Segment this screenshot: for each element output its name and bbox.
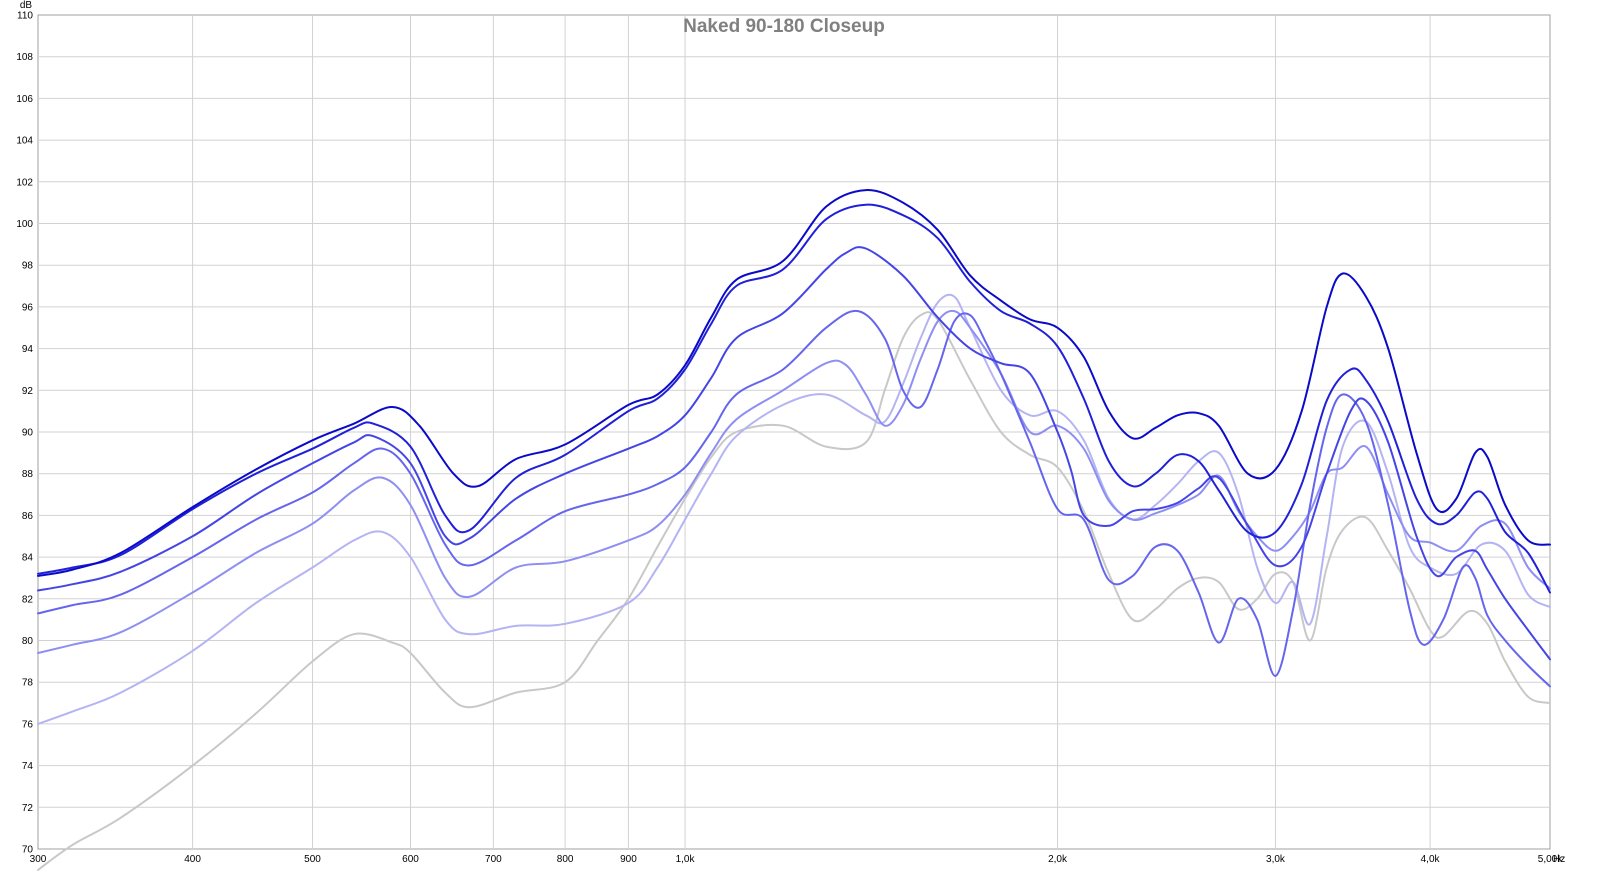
y-tick-label: 70 xyxy=(22,845,34,856)
x-tick-label: 5,00k xyxy=(1538,854,1563,865)
chart-title: Naked 90-180 Closeup xyxy=(683,16,885,37)
y-axis-unit-label: dB xyxy=(20,0,33,11)
series-line-1 xyxy=(37,189,1551,577)
y-tick-label: 108 xyxy=(16,52,33,63)
y-tick-label: 90 xyxy=(22,428,34,439)
y-tick-label: 78 xyxy=(22,678,34,689)
x-tick-label: 1,0k xyxy=(676,854,696,865)
y-tick-label: 98 xyxy=(22,261,34,272)
y-tick-label: 102 xyxy=(16,177,33,188)
x-tick-label: 2,0k xyxy=(1048,854,1068,865)
y-tick-label: 104 xyxy=(16,136,33,147)
y-tick-label: 76 xyxy=(22,719,34,730)
y-tick-label: 92 xyxy=(22,386,34,397)
series-line-5 xyxy=(37,309,1551,654)
y-tick-label: 82 xyxy=(22,594,34,605)
x-tick-label: 800 xyxy=(557,854,574,865)
x-tick-label: 900 xyxy=(620,854,637,865)
y-tick-label: 100 xyxy=(16,219,33,230)
y-tick-label: 74 xyxy=(22,761,34,772)
x-tick-label: 700 xyxy=(485,854,502,865)
y-tick-label: 110 xyxy=(17,11,33,22)
x-tick-label: 3,0k xyxy=(1266,854,1286,865)
axis-ticks: 70 72 74 76 78 80 82 84 86 88 90 92 94 96 98 100 102 104 1… xyxy=(16,11,1563,866)
y-tick-label: 86 xyxy=(22,511,34,522)
series-line-2 xyxy=(37,203,1551,594)
x-tick-label: 600 xyxy=(402,854,419,865)
x-tick-label: 300 xyxy=(30,854,47,865)
y-tick-label: 88 xyxy=(22,469,34,480)
y-tick-label: 94 xyxy=(22,344,34,355)
y-tick-label: 84 xyxy=(22,553,34,564)
series-layer xyxy=(37,189,1551,871)
x-tick-label: 500 xyxy=(304,854,321,865)
y-tick-label: 72 xyxy=(22,803,34,814)
series-line-3 xyxy=(37,246,1551,661)
y-tick-label: 80 xyxy=(22,636,34,647)
series-line-7 xyxy=(37,311,1551,871)
y-tick-label: 106 xyxy=(16,94,33,105)
series-line-4 xyxy=(37,309,1551,688)
y-tick-label: 96 xyxy=(22,302,34,313)
x-axis-unit-label: Hz xyxy=(1553,854,1565,865)
x-tick-label: 400 xyxy=(184,854,201,865)
x-tick-label: 4,0k xyxy=(1421,854,1441,865)
grid-lines xyxy=(38,15,1550,849)
